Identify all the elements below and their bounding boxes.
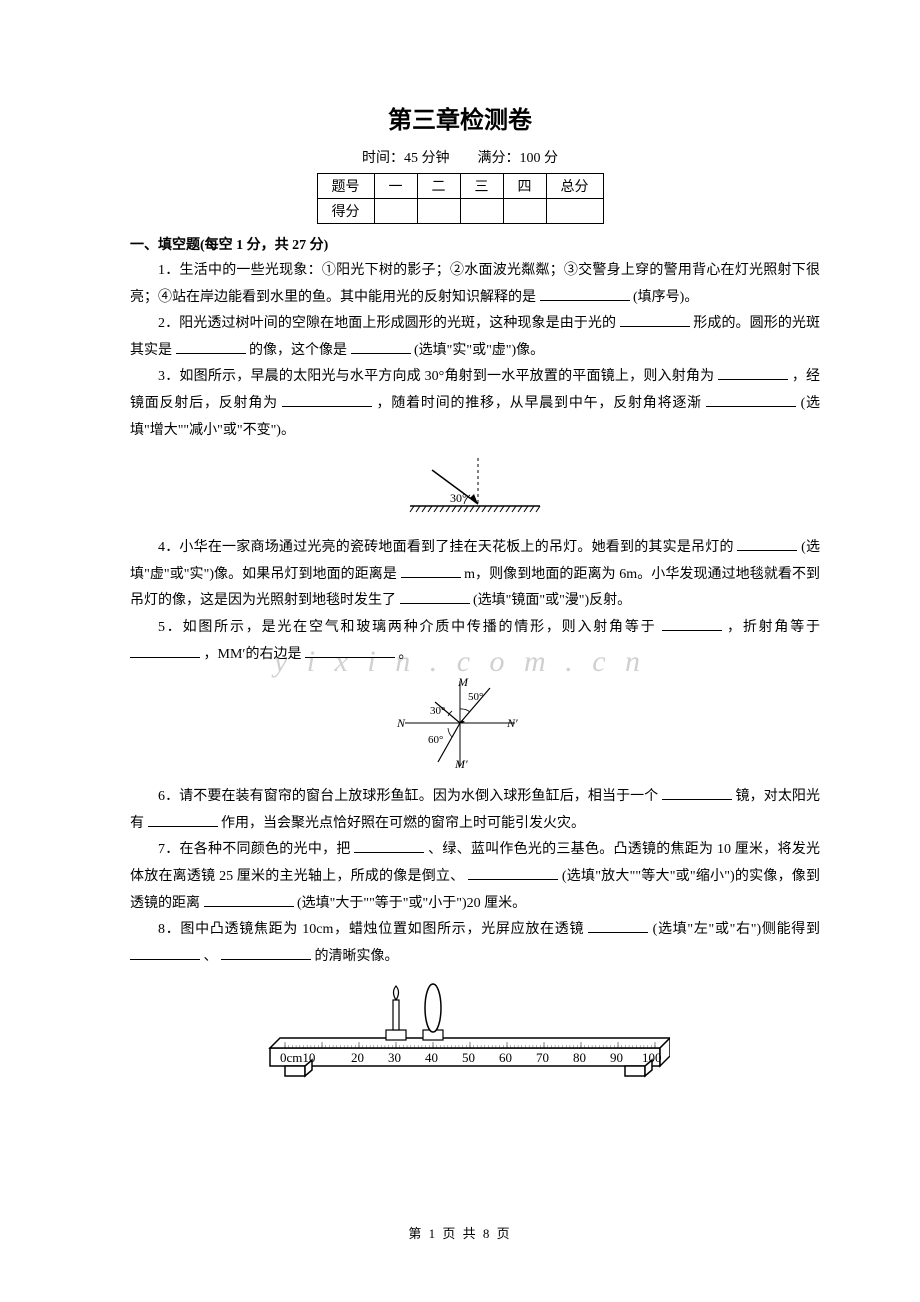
table-row: 得分: [317, 199, 603, 224]
question-text: 。: [398, 647, 412, 662]
figure-8: 0cm10 20 30 40 50 60 70 80 90 100: [90, 978, 830, 1098]
ruler-label: 100: [642, 1050, 662, 1065]
question-4: 4．小华在一家商场通过光亮的瓷砖地面看到了挂在天花板上的吊灯。她看到的其实是吊灯…: [130, 535, 820, 615]
ruler-label: 70: [536, 1050, 549, 1065]
blank-input[interactable]: [148, 813, 218, 827]
question-text: ，折射角等于: [727, 620, 820, 635]
blank-input[interactable]: [204, 893, 294, 907]
ruler-label: 20: [351, 1050, 364, 1065]
page-footer: 第 1 页 共 8 页: [0, 1223, 920, 1242]
question-text: 的清晰实像。: [315, 949, 399, 964]
ruler-label: 30: [388, 1050, 401, 1065]
blank-input[interactable]: [354, 839, 424, 853]
blank-input[interactable]: [130, 946, 200, 960]
question-text: ，MM′的右边是: [204, 647, 302, 662]
table-cell: 总分: [546, 174, 603, 199]
figure-3: 30°: [90, 452, 830, 527]
question-text: 2．阳光透过树叶间的空隙在地面上形成圆形的光斑，这种现象是由于光的: [158, 316, 616, 331]
angle-30: 30°: [430, 705, 445, 717]
blank-input[interactable]: [662, 786, 732, 800]
question-2: 2．阳光透过树叶间的空隙在地面上形成圆形的光斑，这种现象是由于光的 形成的。圆形…: [130, 311, 820, 364]
ruler-label: 40: [425, 1050, 438, 1065]
question-3: 3．如图所示，早晨的太阳光与水平方向成 30°角射到一水平放置的平面镜上，则入射…: [130, 364, 820, 444]
question-text: (选填"左"或"右")侧能得到: [653, 922, 820, 937]
blank-input[interactable]: [401, 564, 461, 578]
blank-input[interactable]: [718, 366, 788, 380]
section-header: 一、填空题(每空 1 分，共 27 分): [130, 234, 830, 254]
ruler-label: 0cm10: [280, 1050, 315, 1065]
blank-input[interactable]: [351, 340, 411, 354]
table-cell: 题号: [317, 174, 374, 199]
question-text: ，随着时间的推移，从早晨到中午，反射角将逐渐: [377, 396, 702, 411]
blank-input[interactable]: [662, 617, 722, 631]
question-text: (选填"实"或"虚")像。: [414, 343, 544, 358]
mirror-diagram-icon: 30°: [370, 452, 550, 522]
angle-50: 50°: [468, 691, 483, 703]
blank-input[interactable]: [737, 537, 797, 551]
question-text: 6．请不要在装有窗帘的窗台上放球形鱼缸。因为水倒入球形鱼缸后，相当于一个: [158, 789, 658, 804]
question-7: 7．在各种不同颜色的光中，把 、绿、蓝叫作色光的三基色。凸透镜的焦距为 10 厘…: [130, 837, 820, 917]
question-text: 1．生活中的一些光现象：①阳光下树的影子；②水面波光粼粼；③交警身上穿的警用背心…: [130, 263, 820, 305]
blank-input[interactable]: [221, 946, 311, 960]
optical-bench-icon: 0cm10 20 30 40 50 60 70 80 90 100: [250, 978, 670, 1093]
blank-input[interactable]: [282, 393, 372, 407]
table-cell: 一: [374, 174, 417, 199]
ruler-label: 60: [499, 1050, 512, 1065]
blank-input[interactable]: [468, 866, 558, 880]
question-text: (填序号)。: [633, 290, 698, 305]
question-text: 5．如图所示，是光在空气和玻璃两种介质中传播的情形，则入射角等于: [158, 620, 656, 635]
question-text: 的像，这个像是: [249, 343, 347, 358]
question-8: 8．图中凸透镜焦距为 10cm，蜡烛位置如图所示，光屏应放在透镜 (选填"左"或…: [130, 917, 820, 970]
question-5: 5．如图所示，是光在空气和玻璃两种介质中传播的情形，则入射角等于 ，折射角等于 …: [130, 615, 820, 668]
table-cell: [460, 199, 503, 224]
table-cell: [374, 199, 417, 224]
question-text: 作用，当会聚光点恰好照在可燃的窗帘上时可能引发火灾。: [221, 816, 585, 831]
label-N: N: [396, 716, 406, 730]
blank-input[interactable]: [305, 644, 395, 658]
ruler-label: 80: [573, 1050, 586, 1065]
table-cell: [417, 199, 460, 224]
blank-input[interactable]: [540, 287, 630, 301]
question-6: 6．请不要在装有窗帘的窗台上放球形鱼缸。因为水倒入球形鱼缸后，相当于一个 镜，对…: [130, 784, 820, 837]
question-text: 3．如图所示，早晨的太阳光与水平方向成 30°角射到一水平放置的平面镜上，则入射…: [158, 369, 714, 384]
blank-input[interactable]: [400, 590, 470, 604]
table-cell: [546, 199, 603, 224]
blank-input[interactable]: [588, 919, 648, 933]
table-cell: 二: [417, 174, 460, 199]
blank-input[interactable]: [706, 393, 796, 407]
ruler-label: 50: [462, 1050, 475, 1065]
figure-5: M M′ N N′ 50° 30° 60°: [90, 676, 830, 776]
table-row: 题号 一 二 三 四 总分: [317, 174, 603, 199]
angle-60: 60°: [428, 734, 443, 746]
page-title: 第三章检测卷: [90, 100, 830, 135]
question-text: 8．图中凸透镜焦距为 10cm，蜡烛位置如图所示，光屏应放在透镜: [158, 922, 584, 937]
ruler-label: 90: [610, 1050, 623, 1065]
blank-input[interactable]: [176, 340, 246, 354]
question-text: 7．在各种不同颜色的光中，把: [158, 842, 351, 857]
time-score-line: 时间：45 分钟 满分：100 分: [90, 147, 830, 167]
label-N-prime: N′: [506, 716, 518, 730]
label-M: M: [457, 676, 469, 689]
blank-input[interactable]: [130, 644, 200, 658]
label-M-prime: M′: [454, 757, 468, 771]
question-text: (选填"镜面"或"漫")反射。: [473, 593, 631, 608]
question-text: 4．小华在一家商场通过光亮的瓷砖地面看到了挂在天花板上的吊灯。她看到的其实是吊灯…: [158, 540, 734, 555]
blank-input[interactable]: [620, 313, 690, 327]
table-cell: 三: [460, 174, 503, 199]
table-cell: [503, 199, 546, 224]
score-table: 题号 一 二 三 四 总分 得分: [317, 173, 604, 224]
question-1: 1．生活中的一些光现象：①阳光下树的影子；②水面波光粼粼；③交警身上穿的警用背心…: [130, 258, 820, 311]
table-cell: 得分: [317, 199, 374, 224]
table-cell: 四: [503, 174, 546, 199]
question-text: (选填"大于""等于"或"小于")20 厘米。: [297, 896, 526, 911]
question-text: 、: [204, 949, 218, 964]
refraction-diagram-icon: M M′ N N′ 50° 30° 60°: [380, 676, 540, 771]
